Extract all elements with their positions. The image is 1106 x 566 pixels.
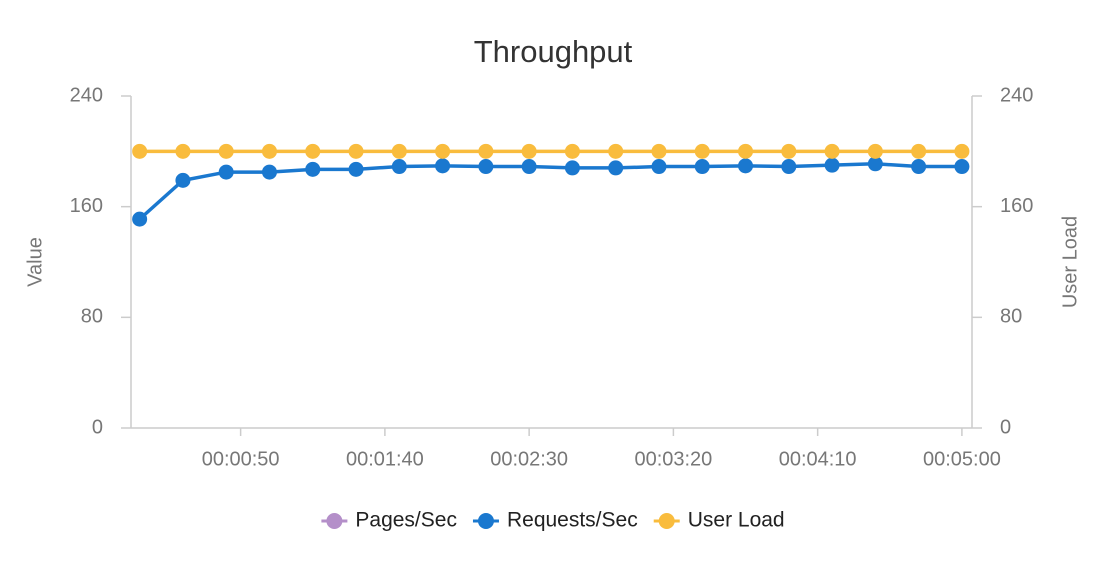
legend-label: User Load bbox=[688, 509, 785, 532]
data-point bbox=[478, 143, 494, 159]
x-tick-label: 00:00:50 bbox=[202, 448, 280, 470]
y2-tick-label: 160 bbox=[1000, 195, 1033, 217]
data-point bbox=[738, 143, 754, 159]
x-tick-label: 00:01:40 bbox=[346, 448, 424, 470]
data-point bbox=[911, 159, 927, 175]
data-point bbox=[521, 159, 537, 175]
data-point bbox=[218, 164, 234, 180]
data-point bbox=[132, 143, 148, 159]
data-point bbox=[564, 143, 580, 159]
y2-tick-label: 80 bbox=[1000, 306, 1022, 328]
legend-item[interactable]: Requests/Sec bbox=[472, 509, 638, 532]
y-tick-label: 160 bbox=[70, 195, 103, 217]
data-point bbox=[391, 143, 407, 159]
x-tick-label: 00:05:00 bbox=[923, 448, 1001, 470]
data-point bbox=[261, 143, 277, 159]
data-point bbox=[651, 143, 667, 159]
data-point bbox=[348, 161, 364, 177]
legend-label: Requests/Sec bbox=[507, 509, 638, 532]
legend-label: Pages/Sec bbox=[355, 509, 457, 532]
data-point bbox=[911, 143, 927, 159]
x-tick-label: 00:04:10 bbox=[779, 448, 857, 470]
x-tick-label: 00:02:30 bbox=[490, 448, 568, 470]
legend-item[interactable]: User Load bbox=[653, 509, 785, 532]
data-point bbox=[824, 157, 840, 173]
legend-item[interactable]: Pages/Sec bbox=[321, 509, 457, 532]
data-point bbox=[564, 160, 580, 176]
y2-tick-label: 0 bbox=[1000, 416, 1011, 438]
x-tick-label: 00:03:20 bbox=[634, 448, 712, 470]
data-point bbox=[608, 143, 624, 159]
data-point bbox=[348, 143, 364, 159]
data-point bbox=[781, 143, 797, 159]
legend-marker bbox=[326, 513, 343, 529]
y2-tick-label: 240 bbox=[1000, 84, 1033, 106]
data-point bbox=[261, 164, 277, 180]
data-point bbox=[305, 161, 321, 177]
data-point bbox=[435, 143, 451, 159]
data-point bbox=[867, 143, 883, 159]
y-tick-label: 240 bbox=[70, 84, 103, 106]
data-point bbox=[391, 159, 407, 175]
y-axis-title: Value bbox=[24, 237, 46, 287]
data-point bbox=[781, 159, 797, 175]
data-point bbox=[175, 143, 191, 159]
y2-axis-title: User Load bbox=[1059, 216, 1081, 308]
data-point bbox=[478, 159, 494, 175]
data-point bbox=[435, 158, 451, 174]
data-point bbox=[132, 211, 148, 227]
legend-marker bbox=[658, 513, 675, 529]
data-point bbox=[954, 159, 970, 175]
data-point bbox=[651, 159, 667, 175]
data-point bbox=[694, 159, 710, 175]
data-point bbox=[867, 156, 883, 172]
chart-title: Throughput bbox=[474, 34, 633, 69]
data-point bbox=[521, 143, 537, 159]
data-point bbox=[608, 160, 624, 176]
data-point bbox=[305, 143, 321, 159]
y-tick-label: 80 bbox=[81, 306, 103, 328]
data-point bbox=[954, 143, 970, 159]
data-point bbox=[824, 143, 840, 159]
data-point bbox=[175, 172, 191, 188]
legend-marker bbox=[477, 513, 494, 529]
data-point bbox=[738, 158, 754, 174]
y-tick-label: 0 bbox=[92, 416, 103, 438]
data-point bbox=[694, 143, 710, 159]
data-point bbox=[218, 143, 234, 159]
